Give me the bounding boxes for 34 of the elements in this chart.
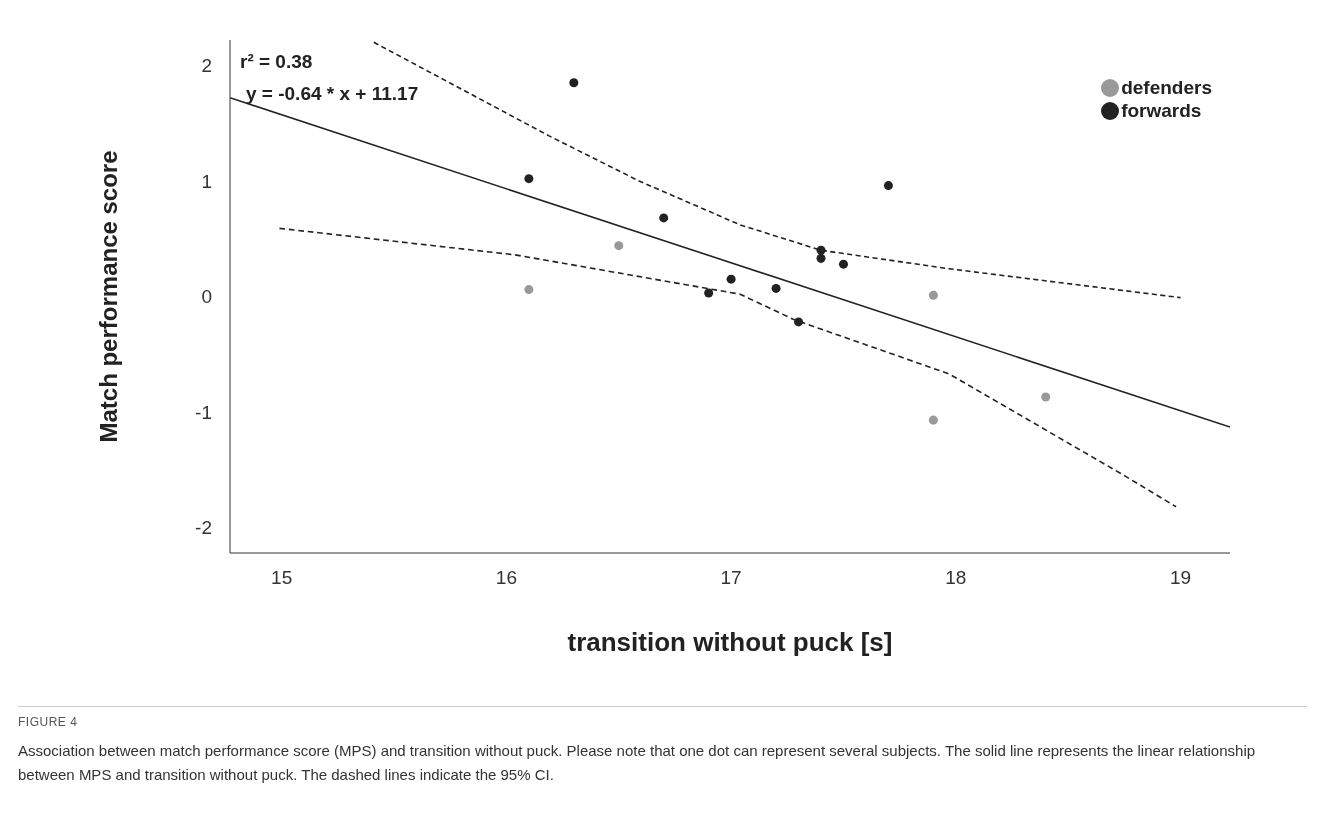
x-tick-label: 17 (720, 567, 742, 589)
text: Association between match performance score (MPS) and transition without puck. Please note that one dot can represent several subjects. The solid line represents the linear relationship between MPS and transition without puck. The dashed lines indicate the 95% CI. (18, 741, 1257, 785)
x-tick-label: 16 (495, 567, 517, 589)
legend-label: defenders (1121, 76, 1212, 99)
x-tick-label: 19 (1169, 567, 1192, 589)
x-tick-label: 15 (271, 567, 293, 589)
point (816, 253, 826, 263)
y-axis-title: Match performance score (94, 150, 122, 443)
x-axis-title: transition without puck [s] (567, 627, 893, 657)
point (1041, 392, 1051, 402)
point (883, 181, 893, 191)
point (726, 274, 736, 284)
point (524, 285, 534, 295)
caption: FIGURE 4 (18, 715, 79, 729)
x-tick-label: 18 (945, 567, 967, 589)
legend-label: forwards (1121, 99, 1202, 122)
annotation: r² = 0.38 (240, 51, 313, 72)
point (614, 241, 624, 251)
y-tick-label: 1 (201, 170, 212, 192)
point (928, 290, 938, 300)
point (524, 174, 534, 184)
point (659, 213, 669, 223)
point (771, 283, 781, 293)
y-tick-label: -1 (195, 401, 212, 423)
y-tick-label: 2 (201, 55, 212, 77)
point (838, 259, 848, 269)
point (569, 78, 579, 88)
y-tick-label: -2 (195, 517, 212, 539)
y-tick-label: 0 (201, 286, 212, 308)
point (928, 415, 938, 425)
line-series (278, 227, 1177, 508)
point (704, 288, 714, 298)
annotation: y = -0.64 * x + 11.17 (246, 83, 419, 104)
point (794, 317, 804, 327)
